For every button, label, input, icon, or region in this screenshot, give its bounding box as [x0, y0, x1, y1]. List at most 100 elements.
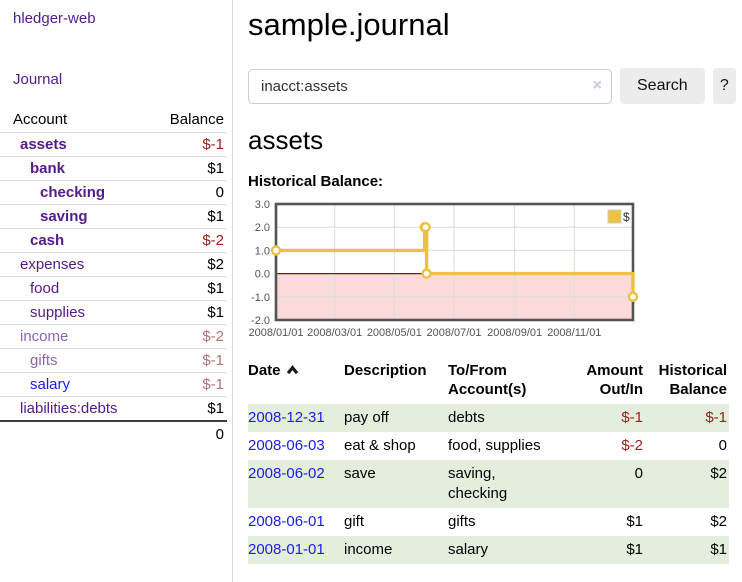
historical-balance-chart: -2.0 -1.0 0.0 1.0 2.0 3.0 2008/01/01 2008/03/01… — [248, 199, 639, 339]
x-tick-label: 2008/11/01 — [547, 327, 601, 339]
clear-search-icon[interactable]: × — [592, 76, 602, 94]
x-tick-label: 2008/09/01 — [487, 327, 542, 339]
account-link-assets[interactable]: assets — [20, 136, 67, 153]
register-header-amount: Amount Out/In — [586, 362, 643, 398]
transaction-accounts: debts — [448, 409, 485, 426]
account-balance: $1 — [207, 304, 224, 321]
register-row[interactable]: 2008-12-31 pay off debts $-1 $-1 — [248, 404, 729, 432]
account-balance: $-2 — [202, 232, 224, 249]
account-balance: $-2 — [202, 328, 224, 345]
y-tick-label: 3.0 — [255, 199, 270, 211]
register-header-date-label: Date — [248, 362, 281, 379]
register-header-balance: Historical Balance — [658, 362, 727, 398]
accounts-header-account: Account — [13, 111, 68, 128]
transaction-date-link[interactable]: 2008-06-03 — [248, 437, 325, 454]
main-content: sample.journal × Search ? assets Histori… — [248, 0, 736, 564]
register-row[interactable]: 2008-06-02 save saving, checking 0 $2 — [248, 460, 729, 508]
y-tick-label: 0.0 — [255, 269, 270, 281]
account-row: checking 0 — [0, 180, 227, 205]
account-balance: $1 — [207, 280, 224, 297]
account-balance: $-1 — [202, 136, 224, 153]
x-tick-label: 2008/03/01 — [307, 327, 362, 339]
accounts-total-row: 0 — [0, 421, 227, 447]
help-button[interactable]: ? — [712, 68, 736, 104]
sidebar-item-journal[interactable]: Journal — [13, 71, 63, 88]
account-row: assets $-1 — [0, 132, 227, 157]
transaction-balance: 0 — [718, 437, 727, 454]
y-tick-label: 1.0 — [255, 245, 270, 257]
account-link-gifts[interactable]: gifts — [30, 352, 58, 369]
page-title: sample.journal — [248, 7, 450, 42]
account-row: gifts $-1 — [0, 348, 227, 373]
account-balance: $-1 — [202, 376, 224, 393]
transaction-date-link[interactable]: 2008-12-31 — [248, 409, 325, 426]
account-row: cash $-2 — [0, 228, 227, 253]
transaction-amount: $-2 — [621, 437, 643, 454]
search-button[interactable]: Search — [620, 68, 705, 104]
chart-point — [420, 222, 431, 233]
account-row: expenses $2 — [0, 252, 227, 277]
account-row: supplies $1 — [0, 300, 227, 325]
transaction-accounts: gifts — [448, 513, 476, 530]
account-link-supplies[interactable]: supplies — [30, 304, 86, 321]
y-tick-label: 2.0 — [255, 222, 270, 234]
x-tick-label: 2008/01/01 — [248, 327, 303, 339]
transaction-amount: 0 — [634, 465, 643, 482]
account-row: income $-2 — [0, 324, 227, 349]
account-row: food $1 — [0, 276, 227, 301]
legend-label: $ — [623, 210, 630, 224]
register-row[interactable]: 2008-06-03 eat & shop food, supplies $-2… — [248, 432, 729, 460]
account-balance: $1 — [207, 208, 224, 225]
account-link-liabilities-debts[interactable]: liabilities:debts — [20, 400, 118, 417]
y-tick-label: -2.0 — [251, 315, 270, 327]
transaction-date-link[interactable]: 2008-06-02 — [248, 465, 325, 482]
account-link-expenses[interactable]: expenses — [20, 256, 85, 273]
account-balance: $1 — [207, 400, 224, 417]
app-title-link[interactable]: hledger-web — [13, 10, 96, 27]
transaction-description: gift — [344, 513, 365, 530]
register-header-row: Date Description To/From Account(s) Amou… — [248, 359, 729, 404]
transaction-amount: $1 — [626, 513, 643, 530]
account-row: liabilities:debts $1 — [0, 396, 227, 422]
chart-point — [627, 291, 639, 303]
register-header-description: Description — [344, 362, 427, 379]
account-link-income[interactable]: income — [20, 328, 69, 345]
transaction-description: eat & shop — [344, 437, 416, 454]
account-link-bank[interactable]: bank — [30, 160, 66, 177]
spacer — [0, 421, 142, 447]
transaction-balance: $2 — [710, 465, 727, 482]
transaction-amount: $-1 — [621, 409, 643, 426]
account-link-food[interactable]: food — [30, 280, 60, 297]
transaction-accounts: salary — [448, 541, 489, 558]
search-form: × Search ? — [248, 68, 736, 104]
transaction-amount: $1 — [626, 541, 643, 558]
transaction-date-link[interactable]: 2008-06-01 — [248, 513, 325, 530]
transaction-date-link[interactable]: 2008-01-01 — [248, 541, 325, 558]
transaction-accounts: food, supplies — [448, 437, 541, 454]
transaction-description: income — [344, 541, 393, 558]
account-balance: 0 — [215, 184, 224, 201]
y-tick-label: -1.0 — [251, 292, 270, 304]
register-table: Date Description To/From Account(s) Amou… — [248, 359, 729, 564]
register-header-date[interactable]: Date — [248, 359, 344, 404]
account-link-saving[interactable]: saving — [40, 208, 88, 225]
account-balance: $2 — [207, 256, 224, 273]
account-link-salary[interactable]: salary — [30, 376, 71, 393]
register-row[interactable]: 2008-06-01 gift gifts $1 $2 — [248, 508, 729, 536]
accounts-total-value: 0 — [215, 426, 224, 443]
x-tick-label: 2008/07/01 — [426, 327, 481, 339]
accounts-header-balance: Balance — [169, 111, 224, 128]
account-link-cash[interactable]: cash — [30, 232, 65, 249]
account-row: bank $1 — [0, 156, 227, 181]
search-box: × — [248, 68, 612, 104]
account-heading: assets — [248, 125, 324, 155]
register-row[interactable]: 2008-01-01 income salary $1 $1 — [248, 536, 729, 564]
plot-border — [274, 202, 635, 322]
transaction-description: pay off — [344, 409, 389, 426]
transaction-balance: $1 — [710, 541, 727, 558]
register-header-account: To/From Account(s) — [448, 362, 527, 398]
transaction-accounts: saving, checking — [448, 465, 508, 502]
search-input[interactable] — [248, 68, 612, 104]
transaction-balance: $2 — [710, 513, 727, 530]
account-link-checking[interactable]: checking — [40, 184, 106, 201]
